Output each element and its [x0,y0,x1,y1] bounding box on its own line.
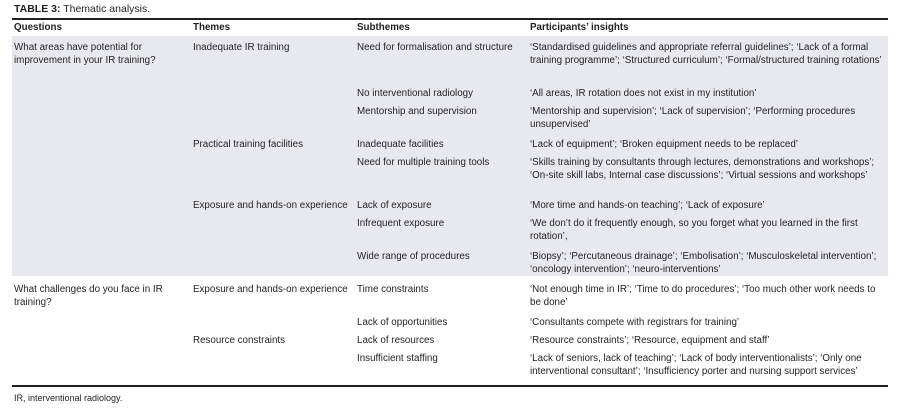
insight-cell: ‘Not enough time in IR’; ‘Time to do pro… [530,284,876,308]
table-row: Infrequent exposure ‘We don’t do it frequ… [12,214,888,247]
subtheme-cell: Mentorship and supervision [355,102,528,135]
theme-cell [191,84,355,102]
question-cell [12,349,191,388]
insight-cell: ‘Skills training by consultants through … [528,153,888,196]
subtheme-cell: Insufficient staffing [357,353,438,364]
theme-cell [191,247,355,276]
subtheme-cell: Lack of exposure [355,196,528,214]
theme-cell: Practical training facilities [191,135,355,153]
footnote: IR, interventional radiology. [14,393,123,403]
header-subthemes: Subthemes [357,21,410,33]
table-row: Exposure and hands-on experience Lack of … [12,196,888,214]
header-insights: Participants’ insights [530,21,629,33]
insight-cell: ‘More time and hands-on teaching’; ‘Lack… [528,196,888,214]
question-cell [12,102,191,135]
subtheme-cell: No interventional radiology [355,84,528,102]
theme-cell: Resource constraints [193,335,286,346]
table-row: What challenges do you face in IR traini… [12,276,888,313]
insight-cell: ‘Lack of equipment’; ‘Broken equipment n… [528,135,888,153]
table-row: Practical training facilities Inadequate … [12,135,888,153]
question-cell [12,313,191,331]
header-row: Questions Themes Subthemes Participants’… [12,20,888,36]
theme-cell [191,153,355,196]
insight-cell: ‘Resource constraints’; ‘Resource, equip… [530,335,770,346]
insight-cell: ‘Biopsy’; ‘Percutaneous drainage’; ‘Embo… [528,247,888,276]
theme-cell [191,313,355,331]
subtheme-cell: Wide range of procedures [355,247,528,276]
thematic-table: Questions Themes Subthemes Participants’… [12,20,888,388]
question-cell: What challenges do you face in IR traini… [14,284,163,308]
bottom-rule [12,385,888,387]
top-rule [12,18,888,20]
insight-cell: ‘All areas, IR rotation does not exist i… [528,84,888,102]
theme-cell [191,214,355,247]
insight-cell: ‘We don’t do it frequently enough, so yo… [528,214,888,247]
question-cell [12,84,191,102]
table-row: Resource constraints Lack of resources ‘Re… [12,331,888,349]
question-cell [12,153,191,196]
theme-cell [191,102,355,135]
table-row: Lack of opportunities ‘Consultants compet… [12,313,888,331]
table-title: Thematic analysis. [60,3,151,15]
table-label: TABLE 3: [14,3,61,15]
insight-cell: ‘Consultants compete with registrars for… [530,317,740,328]
theme-cell [191,349,355,388]
subtheme-cell: Infrequent exposure [355,214,528,247]
theme-cell: Inadequate IR training [191,36,355,84]
table-row: Mentorship and supervision ‘Mentorship an… [12,102,888,135]
table-row: What areas have potential for improvemen… [12,36,888,84]
table-row: Wide range of procedures ‘Biopsy’; ‘Percu… [12,247,888,276]
subtheme-cell: Lack of resources [357,335,435,346]
theme-cell: Exposure and hands-on experience [191,196,355,214]
insight-cell: ‘Mentorship and supervision’; ‘Lack of s… [528,102,888,135]
header-questions: Questions [14,21,62,33]
subtheme-cell: Inadequate facilities [355,135,528,153]
subtheme-cell: Need for multiple training tools [355,153,528,196]
question-cell [12,247,191,276]
header-themes: Themes [193,21,231,33]
table-caption: TABLE 3: Thematic analysis. [14,3,150,15]
subtheme-cell: Time constraints [357,284,429,295]
insight-cell: ‘Standardised guidelines and appropriate… [528,36,888,84]
question-cell [12,135,191,153]
insight-cell: ‘Lack of seniors, lack of teaching’; ‘La… [530,353,862,377]
table-row: Need for multiple training tools ‘Skills… [12,153,888,196]
question-cell [12,196,191,214]
question-cell [12,214,191,247]
table-row: No interventional radiology ‘All areas, I… [12,84,888,102]
subtheme-cell: Lack of opportunities [357,317,448,328]
question-cell: What areas have potential for improvemen… [12,36,191,84]
subtheme-cell: Need for formalisation and structure [355,36,528,84]
question-cell [12,331,191,349]
table-row: Insufficient staffing ‘Lack of seniors, l… [12,349,888,388]
theme-cell: Exposure and hands-on experience [193,284,348,295]
